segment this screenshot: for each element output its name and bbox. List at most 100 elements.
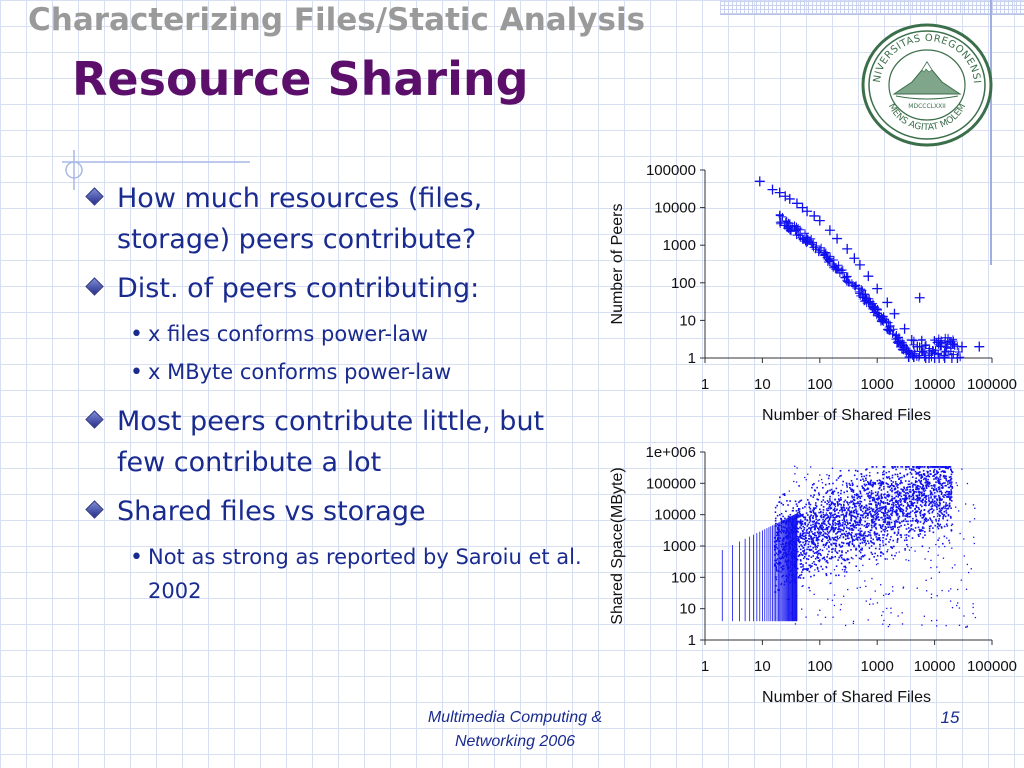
- data-point: [963, 615, 965, 617]
- data-point: [806, 548, 808, 551]
- data-point: [841, 524, 843, 526]
- data-point: [875, 517, 878, 520]
- data-point: [852, 558, 854, 560]
- data-point: [895, 495, 898, 498]
- data-point: [932, 475, 934, 477]
- data-point: [802, 541, 804, 544]
- data-point: [899, 472, 901, 475]
- data-point: [797, 531, 799, 533]
- data-point: [879, 546, 881, 548]
- data-point: [875, 536, 878, 538]
- data-point: [851, 524, 854, 526]
- data-point: [866, 535, 868, 537]
- data-point: [870, 515, 873, 517]
- data-point: [821, 538, 824, 540]
- data-point: [889, 308, 900, 319]
- data-point: [826, 548, 828, 550]
- data-point: [870, 479, 872, 482]
- data-point: [888, 541, 890, 543]
- data-point: [845, 571, 848, 573]
- data-point: [822, 253, 831, 262]
- data-point: [923, 494, 925, 497]
- data-point: [865, 542, 867, 545]
- data-point: [859, 495, 861, 498]
- data-point: [802, 546, 805, 549]
- data-point: [869, 598, 872, 600]
- data-point: [863, 541, 866, 544]
- data-point: [832, 526, 835, 529]
- data-point: [775, 211, 784, 220]
- data-point: [795, 561, 797, 564]
- data-point: [888, 329, 897, 338]
- data-point: [939, 502, 941, 505]
- data-point: [867, 482, 870, 484]
- page-number: 15: [940, 708, 960, 727]
- data-point: [887, 483, 889, 486]
- data-point: [914, 490, 916, 493]
- data-point: [881, 501, 884, 504]
- data-point: [892, 506, 894, 508]
- data-point: [825, 514, 827, 516]
- data-point: [844, 566, 847, 569]
- data-point: [906, 497, 909, 500]
- data-point: [898, 491, 901, 494]
- data-point: [930, 336, 939, 345]
- data-point: [889, 516, 892, 519]
- data-point: [810, 539, 813, 541]
- data-point: [783, 222, 792, 231]
- data-point: [860, 505, 863, 507]
- data-point: [864, 539, 867, 542]
- data-point: [938, 488, 940, 491]
- data-point: [849, 511, 851, 513]
- data-point: [843, 565, 845, 568]
- dot-bullet-icon: •: [130, 545, 143, 570]
- data-point: [834, 527, 837, 530]
- data-point: [925, 495, 928, 497]
- data-point: [895, 510, 898, 513]
- data-point: [942, 515, 945, 517]
- data-point: [869, 500, 871, 503]
- data-point: [800, 520, 802, 523]
- data-point: [926, 483, 928, 485]
- data-point: [829, 504, 832, 507]
- data-point: [865, 515, 867, 517]
- data-point: [877, 562, 879, 565]
- data-point: [808, 538, 811, 540]
- data-point: [813, 533, 815, 536]
- data-point: [779, 537, 781, 539]
- data-point: [927, 484, 929, 487]
- data-point: [789, 569, 792, 572]
- data-point: [850, 527, 853, 530]
- data-point: [884, 508, 886, 511]
- data-point: [817, 559, 820, 562]
- data-point: [837, 522, 840, 525]
- data-point: [811, 562, 813, 565]
- data-point: [862, 478, 864, 481]
- data-point: [840, 545, 843, 548]
- data-point: [931, 507, 933, 510]
- data-point: [914, 470, 917, 473]
- data-point: [877, 510, 880, 512]
- data-point: [870, 507, 872, 510]
- data-point: [819, 553, 822, 555]
- data-point: [805, 237, 814, 246]
- data-point: [901, 466, 904, 468]
- data-point: [784, 546, 787, 548]
- data-point: [868, 506, 871, 509]
- data-point: [868, 508, 871, 511]
- data-point: [801, 537, 803, 539]
- data-point: [933, 471, 935, 473]
- data-point: [949, 600, 952, 602]
- data-point: [873, 556, 875, 558]
- data-point: [825, 524, 828, 527]
- data-point: [818, 518, 821, 521]
- data-point: [867, 542, 870, 545]
- data-point: [816, 486, 818, 489]
- data-point: [870, 492, 873, 494]
- data-point: [923, 496, 926, 499]
- data-point: [775, 543, 778, 546]
- data-point: [777, 530, 780, 533]
- data-point: [878, 487, 880, 490]
- data-point: [790, 543, 793, 546]
- data-point: [906, 543, 908, 546]
